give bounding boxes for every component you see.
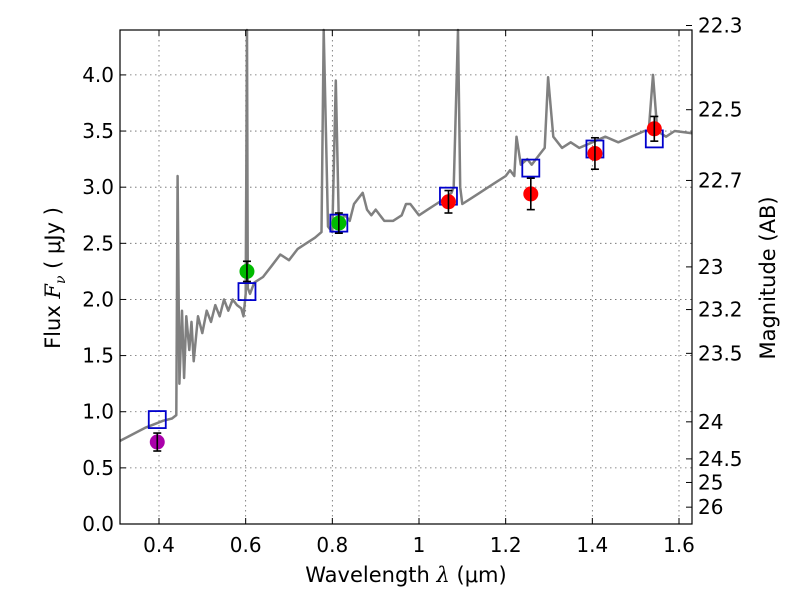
- y-tick-label: 3.5: [82, 119, 114, 143]
- y-tick-label: 3.0: [82, 175, 114, 199]
- model-point-marker: [237, 282, 257, 301]
- y2-tick-label: 25: [698, 470, 723, 494]
- y2-tick-label: 26: [698, 495, 723, 519]
- y2-tick-label: 24.5: [698, 447, 743, 471]
- x-tick-label: 1: [413, 533, 426, 557]
- x-axis-label: Wavelength λ (μm): [305, 563, 506, 587]
- model-photometry-markers: [147, 129, 664, 429]
- y2-tick-label: 23: [698, 255, 723, 279]
- x-tick-label: 0.8: [316, 533, 348, 557]
- y2-tick-label: 24: [698, 410, 723, 434]
- x-tick-label: 1.6: [663, 533, 695, 557]
- y2-tick-label: 23.2: [698, 298, 743, 322]
- y-tick-label: 1.5: [82, 344, 114, 368]
- x-tick-label: 1.4: [576, 533, 608, 557]
- model-point-marker: [521, 158, 541, 178]
- y-tick-label: 0.0: [82, 512, 114, 536]
- y-tick-label: 2.0: [82, 287, 114, 311]
- grid-lines: [120, 30, 692, 525]
- x-tick-label: 0.6: [230, 533, 262, 557]
- axis-ticks: 0.4 0.6 0.8 1 1.2 1.4 1.6 0.0 0.5 1.0 1.5 2.0 2.5 3.0…: [82, 14, 742, 557]
- y2-axis-label: Magnitude (AB): [756, 196, 780, 359]
- y2-tick-label: 22.7: [698, 168, 743, 192]
- y-tick-label: 2.5: [82, 231, 114, 255]
- observed-photometry-markers: [149, 115, 662, 452]
- y2-tick-label: 22.3: [698, 14, 743, 38]
- model-point-marker: [147, 410, 167, 429]
- y-tick-label: 0.5: [82, 456, 114, 480]
- y-tick-label: 1.0: [82, 400, 114, 424]
- y2-tick-label: 23.5: [698, 341, 743, 365]
- spectrum-line: [119, 28, 693, 443]
- y-tick-label: 4.0: [82, 63, 114, 87]
- y2-tick-label: 22.5: [698, 98, 743, 122]
- y-axis-label: Flux Fν ( μJy ): [41, 207, 69, 349]
- x-tick-label: 0.4: [143, 533, 175, 557]
- plot-frame: [119, 29, 693, 525]
- x-tick-label: 1.2: [490, 533, 522, 557]
